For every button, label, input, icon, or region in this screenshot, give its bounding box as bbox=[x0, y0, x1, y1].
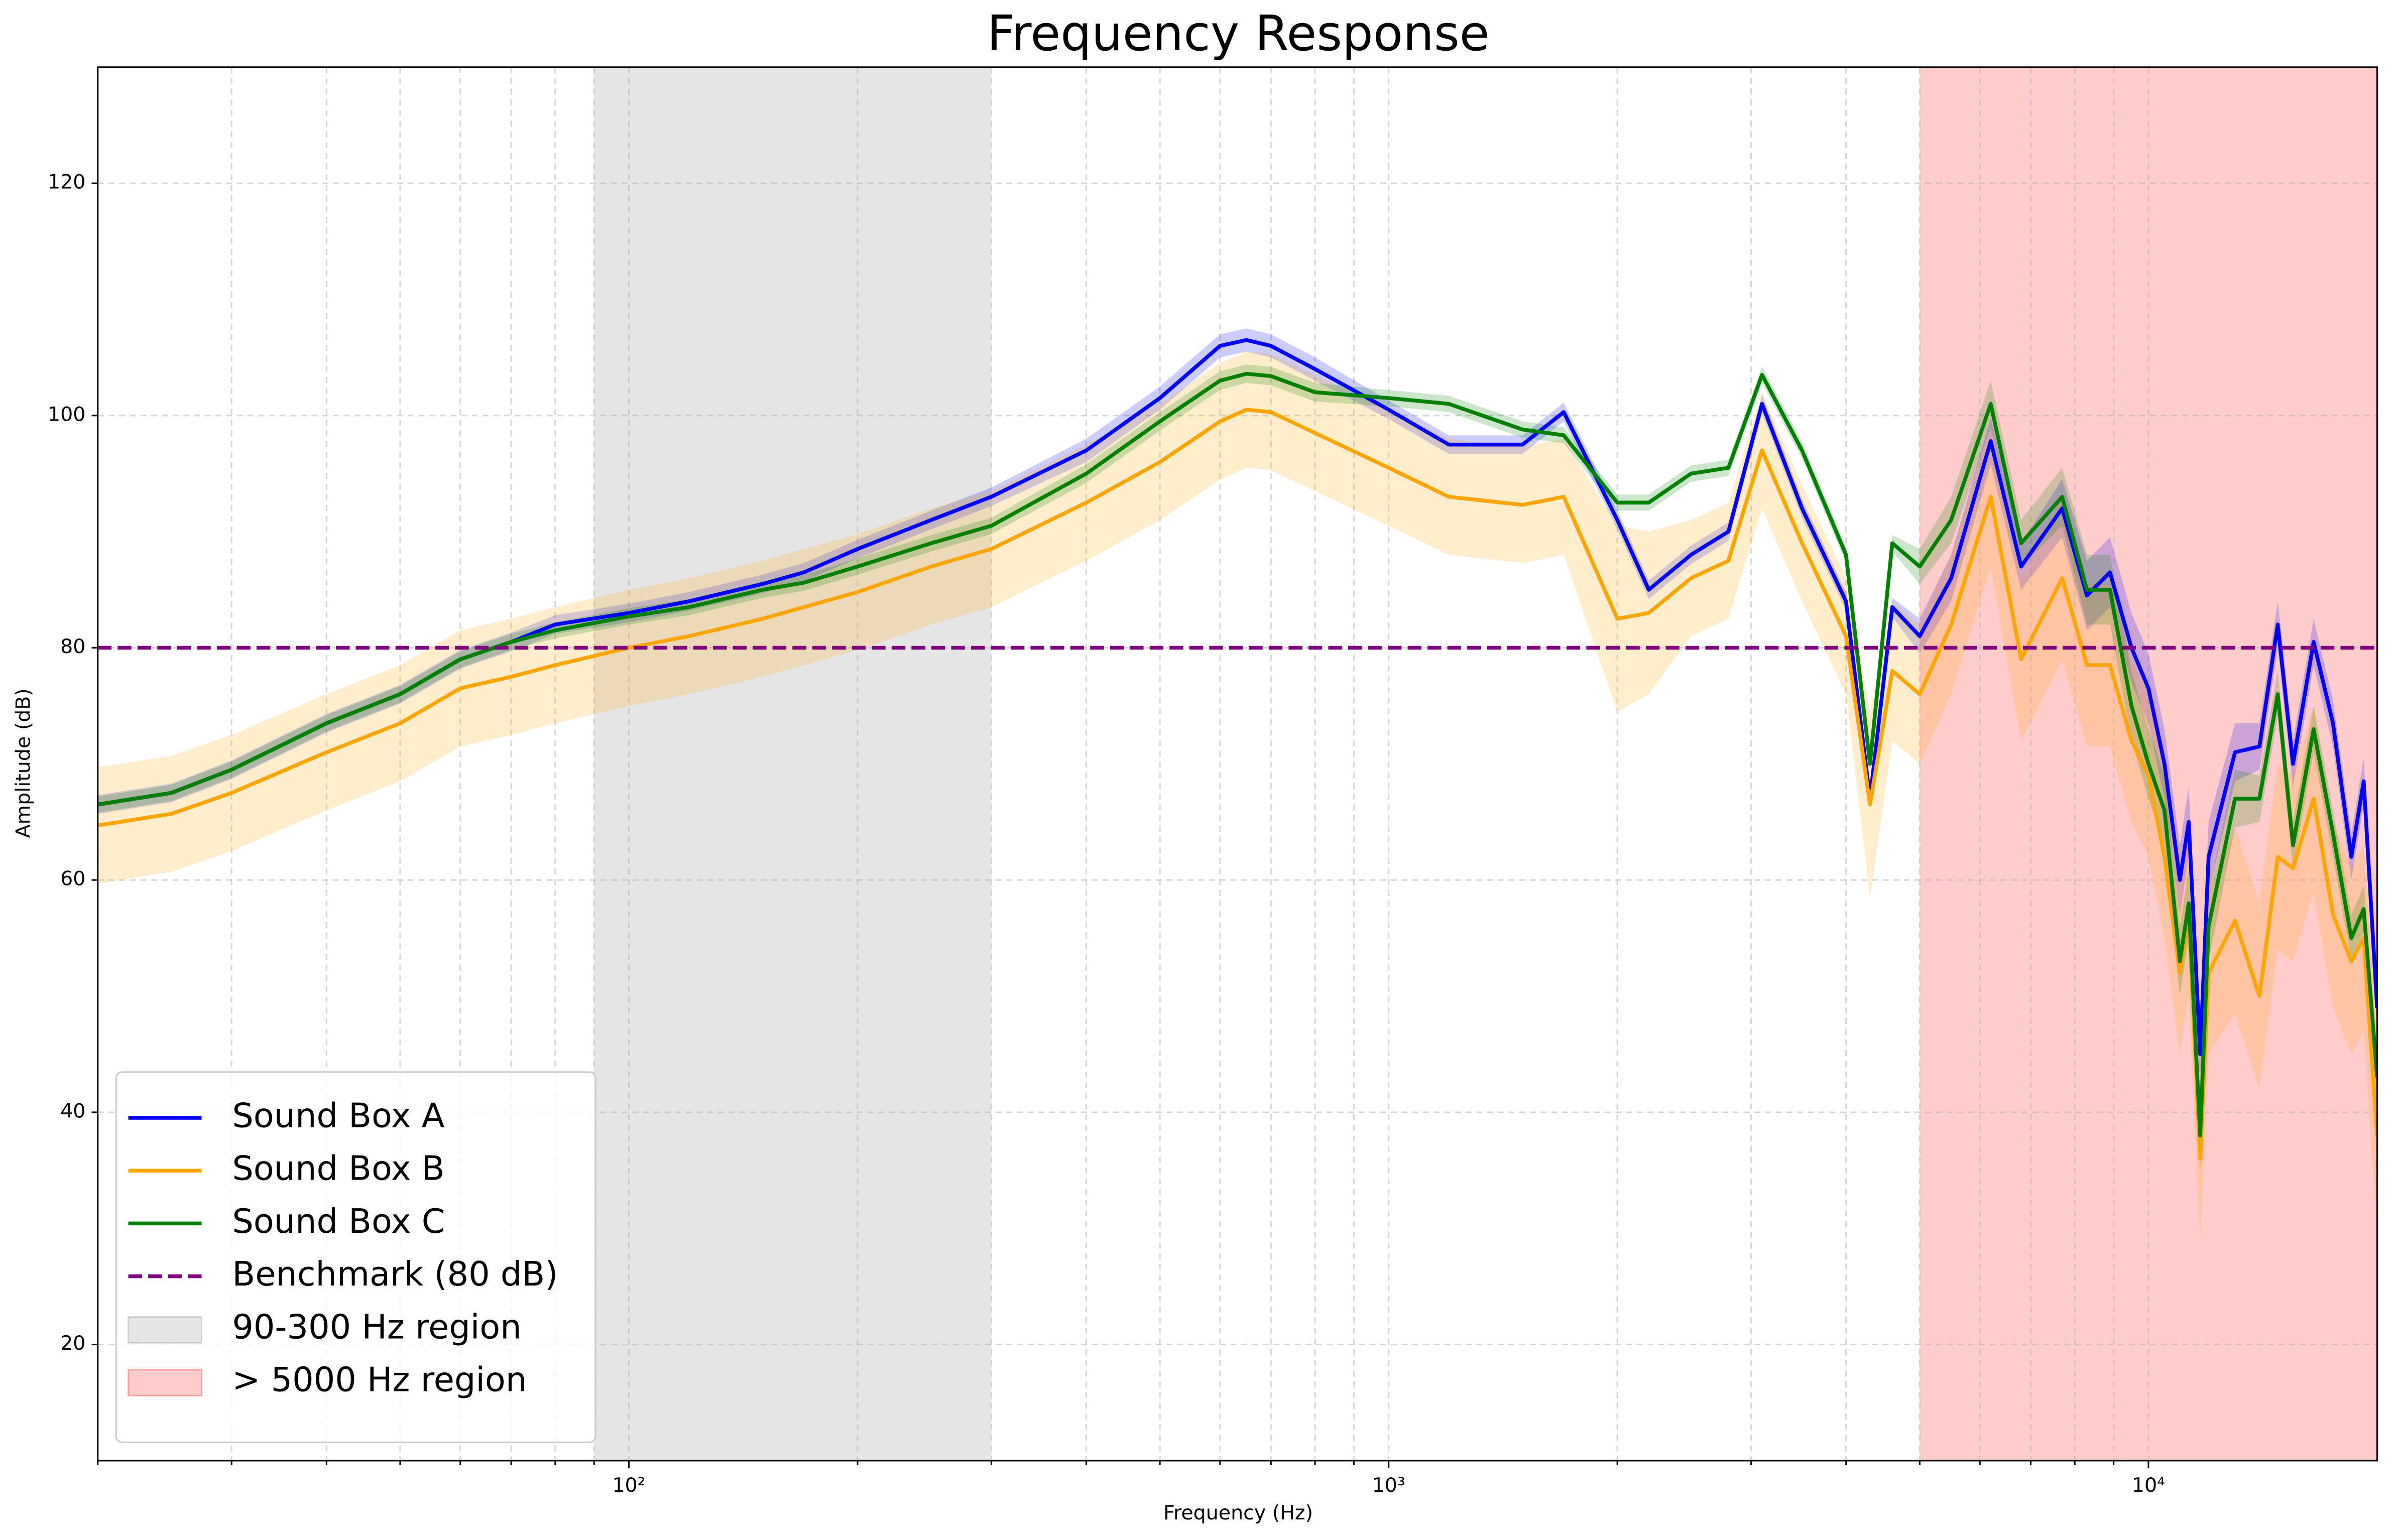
x-tick-label: 10³ bbox=[1372, 1474, 1405, 1497]
legend-box bbox=[115, 1071, 596, 1443]
y-tick-label: 40 bbox=[60, 1099, 85, 1122]
y-tick-label: 60 bbox=[60, 867, 85, 890]
legend-label: Sound Box A bbox=[232, 1096, 444, 1135]
x-tick-label: 10⁴ bbox=[2132, 1474, 2165, 1497]
legend-label: > 5000 Hz region bbox=[232, 1360, 527, 1399]
legend-label: Sound Box B bbox=[232, 1149, 444, 1188]
y-axis-label: Amplitude (dB) bbox=[12, 688, 35, 838]
x-tick-label: 10² bbox=[612, 1474, 645, 1497]
y-tick-label: 20 bbox=[60, 1332, 85, 1355]
y-tick-label: 80 bbox=[60, 635, 85, 658]
legend: Sound Box A Sound Box B Sound Box C Benchma… bbox=[115, 1071, 596, 1443]
y-tick-label: 120 bbox=[48, 171, 85, 194]
legend-label: Sound Box C bbox=[232, 1202, 445, 1241]
plot-area bbox=[97, 67, 2377, 1461]
error-band bbox=[97, 351, 2377, 1240]
series-line bbox=[97, 338, 2377, 1056]
legend-swatch bbox=[128, 1369, 203, 1396]
plot-frame bbox=[97, 66, 2378, 1462]
legend-label: 90-300 Hz region bbox=[232, 1307, 521, 1346]
legend-label: Benchmark (80 dB) bbox=[232, 1254, 558, 1294]
x-axis-label: Frequency (Hz) bbox=[1163, 1501, 1313, 1524]
y-tick-label: 100 bbox=[48, 403, 85, 426]
legend-swatch bbox=[128, 1316, 203, 1344]
series-line bbox=[97, 371, 2377, 1138]
region bbox=[594, 67, 992, 1461]
chart-title: Frequency Response bbox=[987, 5, 1490, 62]
